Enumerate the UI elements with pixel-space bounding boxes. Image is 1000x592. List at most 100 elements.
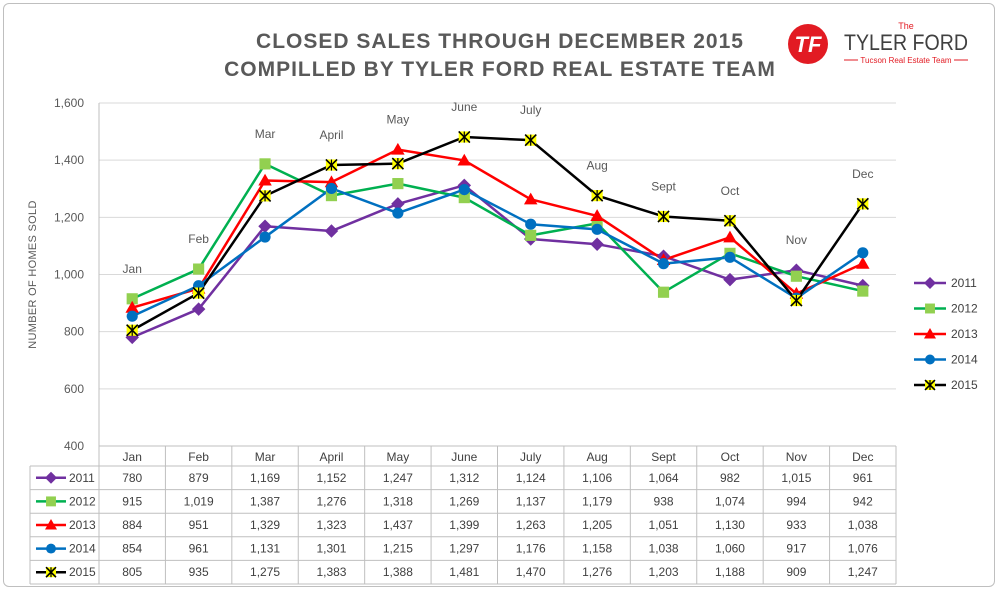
logo-subtitle: Tucson Real Estate Team: [860, 56, 951, 65]
table-cell-2014-oct: 1,060: [715, 542, 745, 556]
gridlines: [99, 102, 896, 447]
table-cell-2015-aug: 1,276: [582, 565, 612, 579]
point-2015-may: [391, 157, 405, 170]
logo-name: TYLER FORD: [844, 30, 968, 55]
table-cell-2015-april: 1,383: [316, 565, 346, 579]
annotation-nov: Nov: [786, 233, 807, 247]
table-cell-2012-july: 1,137: [516, 494, 546, 508]
point-2012-jan: [126, 293, 138, 305]
series-line-2012: [131, 162, 864, 300]
y-tick-label-1400: 1,400: [54, 153, 84, 167]
table-cell-2014-dec: 1,076: [848, 542, 878, 556]
annotation-oct: Oct: [721, 184, 740, 198]
table-row-key-2013: [36, 519, 66, 530]
table-cell-2015-june: 1,481: [449, 565, 479, 579]
table-cell-2013-july: 1,263: [516, 518, 546, 532]
table-cell-2015-dec: 1,247: [848, 565, 878, 579]
legend-label-2013: 2013: [951, 327, 978, 341]
table-key-marker-2015: [45, 566, 57, 578]
point-2015-april: [325, 158, 338, 172]
point-2012-may: [392, 178, 404, 190]
table-cell-2015-feb: 935: [189, 565, 209, 579]
point-2013-dec: [856, 256, 870, 269]
table-cell-2011-dec: 961: [853, 471, 873, 485]
point-2014-mar: [259, 231, 271, 243]
point-2013-aug: [590, 209, 604, 221]
month-annotations: Jan Feb Mar April May June July Aug Sept Oct Nov De…: [123, 100, 874, 276]
legend-label-2011: 2011: [951, 276, 977, 290]
table-cell-2012-jan: 915: [122, 494, 142, 508]
point-2012-mar: [259, 158, 271, 170]
table-row-label-2011: 2011: [69, 471, 95, 485]
point-2015-sept: [657, 210, 670, 223]
annotation-april: April: [319, 128, 343, 142]
table-row-key-2014: [36, 543, 66, 554]
legend-label-2012: 2012: [951, 302, 978, 316]
point-2012-april: [325, 190, 338, 202]
point-2012-aug: [591, 217, 603, 229]
point-2012-nov: [790, 270, 802, 282]
legend-marker-2015: [924, 379, 936, 391]
table-cell-2011-mar: 1,169: [250, 471, 280, 485]
point-2013-oct: [723, 230, 737, 243]
point-2013-july: [523, 192, 538, 205]
chart-title-line-2: COMPILLED BY TYLER FORD REAL ESTATE TEAM: [224, 58, 776, 81]
legend-item-2014: 2014: [914, 353, 978, 367]
table-cell-2013-mar: 1,329: [250, 518, 280, 532]
point-2013-june: [457, 153, 472, 166]
point-2014-dec: [857, 247, 869, 259]
table-cell-2011-jan: 780: [122, 471, 142, 485]
point-2012-june: [458, 192, 470, 204]
point-2011-mar: [258, 219, 272, 233]
table-cell-2014-jan: 854: [122, 542, 142, 556]
point-2014-sept: [657, 258, 670, 270]
point-2015-nov: [790, 294, 803, 307]
table-cell-2011-aug: 1,106: [582, 471, 612, 485]
annotation-mar: Mar: [255, 127, 276, 141]
point-2013-may: [391, 142, 405, 155]
y-tick-label-1000: 1,000: [54, 268, 84, 282]
table-cell-2011-june: 1,312: [449, 471, 479, 485]
point-2014-june: [458, 184, 470, 196]
table-cell-2013-aug: 1,205: [582, 518, 612, 532]
point-2015-june: [458, 130, 471, 144]
table-row-key-2015: [36, 566, 66, 578]
table-row-label-2015: 2015: [69, 565, 96, 579]
x-tick-label-april: April: [319, 450, 343, 464]
legend-item-2015: 2015: [914, 378, 978, 392]
x-tick-label-feb: Feb: [188, 450, 209, 464]
point-2015-mar: [258, 189, 272, 203]
point-2014-oct: [724, 251, 736, 263]
table-cell-2013-sept: 1,051: [649, 518, 679, 532]
point-2015-feb: [192, 286, 205, 300]
table-cell-2014-nov: 917: [786, 542, 806, 556]
table-cell-2014-april: 1,301: [316, 542, 346, 556]
point-2011-aug: [590, 237, 604, 251]
point-2015-aug: [590, 189, 604, 202]
legend-item-2011: 2011: [914, 276, 977, 290]
table-key-marker-2014: [46, 543, 56, 554]
point-2012-july: [525, 229, 537, 241]
series-line-2013: [131, 148, 864, 309]
table-cell-2015-sept: 1,203: [649, 565, 679, 579]
table-cell-2014-feb: 961: [189, 542, 209, 556]
annotation-july: July: [520, 103, 541, 117]
annotation-sept: Sept: [651, 179, 676, 193]
x-tick-label-aug: Aug: [586, 450, 607, 464]
table-cell-2015-mar: 1,275: [250, 565, 280, 579]
table-cell-2014-may: 1,215: [383, 542, 413, 556]
y-axis-title: NUMBER OF HOMES SOLD: [27, 200, 39, 348]
table-row-label-2014: 2014: [69, 542, 96, 556]
point-2011-may: [391, 197, 405, 211]
series-line-2015: [131, 135, 864, 332]
series-lines: [131, 135, 864, 339]
table-cell-2014-aug: 1,158: [582, 542, 612, 556]
y-tick-label-1200: 1,200: [54, 210, 84, 224]
table-cell-2012-june: 1,269: [449, 494, 479, 508]
table-cell-2014-july: 1,176: [516, 542, 546, 556]
table-row-key-2011: [36, 471, 66, 484]
legend: 2011 2012 2013 2014 2015: [914, 276, 978, 392]
logo-top-text: The: [898, 21, 914, 31]
table-cell-2012-dec: 942: [853, 494, 873, 508]
